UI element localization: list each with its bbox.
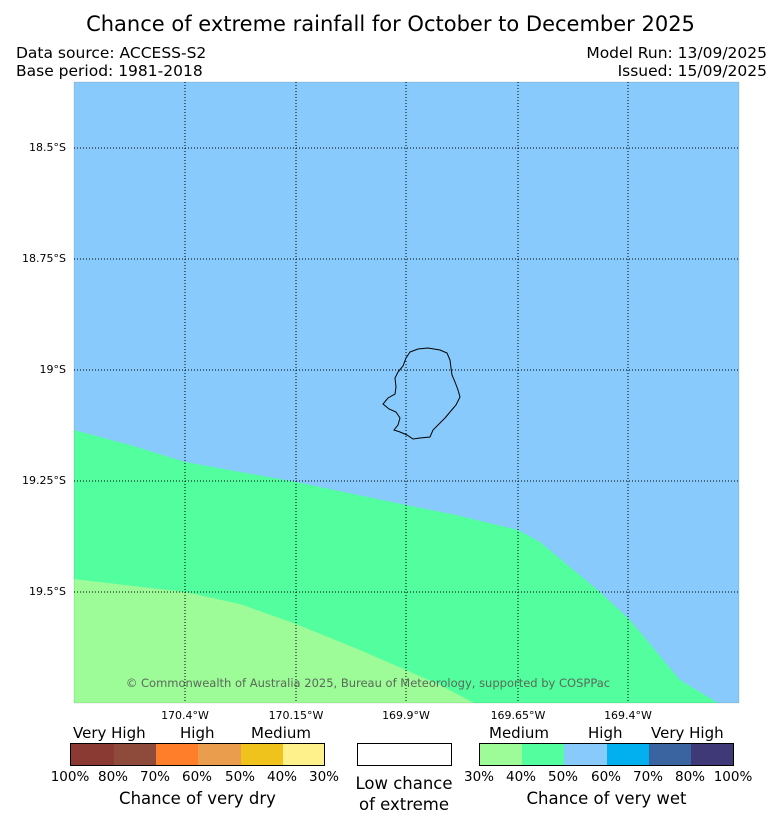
legend-dry-percent: 80%: [97, 769, 128, 785]
legend-swatch: [156, 744, 198, 765]
lon-label: 169.65°W: [490, 709, 546, 722]
legend-wet-percent: 30%: [463, 769, 494, 785]
map-frame: [73, 81, 740, 704]
legend-dry-very-high: Very High: [73, 724, 146, 742]
legend-dry-percent: 40%: [266, 769, 297, 785]
legend-dry-percent: 30%: [308, 769, 339, 785]
lon-label: 170.4°W: [161, 709, 209, 722]
legend-wet-very-high: Very High: [651, 724, 724, 742]
legend-wet-high: High: [588, 724, 623, 742]
legend-wet-percent: 80%: [674, 769, 705, 785]
copyright-notice: © Commonwealth of Australia 2025, Bureau…: [125, 676, 611, 690]
legend-low-caption-line1: Low chance: [355, 774, 453, 793]
legend-wet-colorbar: [479, 743, 734, 766]
legend-wet-percent: 60%: [590, 769, 621, 785]
legend-dry-high: High: [180, 724, 215, 742]
meta-left: Data source: ACCESS-S2 Base period: 1981…: [16, 44, 206, 80]
legend-dry-percent: 50%: [224, 769, 255, 785]
legend-swatch: [564, 744, 607, 765]
legend-wet-medium: Medium: [489, 724, 549, 742]
lon-label: 170.15°W: [268, 709, 324, 722]
map-title: Chance of extreme rainfall for October t…: [86, 12, 695, 36]
legend-swatch: [607, 744, 649, 765]
legend-swatch: [241, 744, 283, 765]
legend-dry-percent: 60%: [181, 769, 212, 785]
niue-island-outline: [382, 347, 461, 440]
model-run: Model Run: 13/09/2025: [586, 44, 767, 62]
zone-medium-wet-light: [74, 579, 474, 703]
legend-wet-percent: 50%: [547, 769, 578, 785]
legend-swatch: [71, 744, 114, 765]
legend-swatch: [649, 744, 691, 765]
legend-dry-caption: Chance of very dry: [119, 789, 276, 808]
legend-wet-percent: 70%: [632, 769, 663, 785]
legend-swatch: [114, 744, 156, 765]
legend-low-chance-swatch: [357, 743, 452, 766]
lat-label: 19.5°S: [29, 585, 66, 598]
legend-dry-medium: Medium: [251, 724, 311, 742]
meta-right: Model Run: 13/09/2025 Issued: 15/09/2025: [586, 44, 767, 80]
legend-wet-percent: 40%: [505, 769, 536, 785]
base-period: Base period: 1981-2018: [16, 62, 203, 80]
legend-wet-caption: Chance of very wet: [526, 789, 687, 808]
legend-swatch: [283, 744, 324, 765]
legend-dry-colorbar: [70, 743, 325, 766]
legend-swatch: [522, 744, 564, 765]
lat-label: 19°S: [39, 363, 66, 376]
lat-label: 18.75°S: [22, 252, 66, 265]
lon-label: 169.9°W: [382, 709, 430, 722]
lat-label: 18.5°S: [29, 141, 66, 154]
lon-label: 169.4°W: [604, 709, 652, 722]
legend-dry-percent: 70%: [139, 769, 170, 785]
lat-label: 19.25°S: [22, 474, 66, 487]
legend-swatch: [480, 744, 522, 765]
legend-dry-percent: 100%: [50, 769, 90, 785]
legend-swatch: [691, 744, 733, 765]
legend-swatch: [198, 744, 241, 765]
issued-date: Issued: 15/09/2025: [617, 62, 767, 80]
data-source: Data source: ACCESS-S2: [16, 44, 207, 62]
legend-wet-percent: 100%: [713, 769, 753, 785]
legend-low-caption-line2: of extreme: [358, 795, 450, 814]
